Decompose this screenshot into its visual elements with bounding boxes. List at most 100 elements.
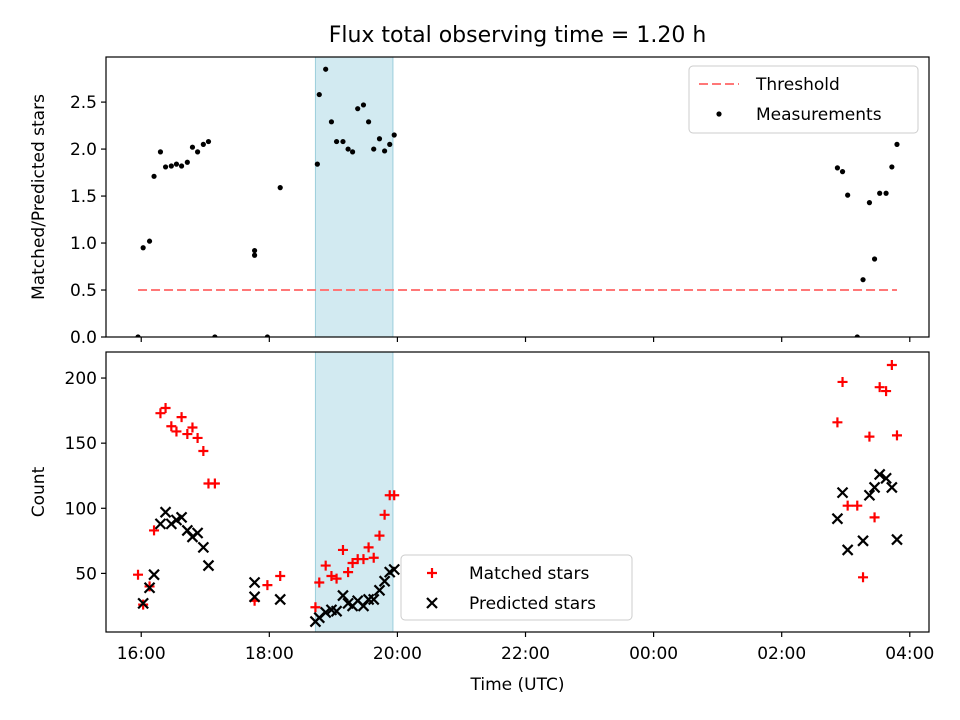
plot-area xyxy=(133,352,903,632)
matched-stars-point xyxy=(209,478,220,489)
y-tick-label: 1.0 xyxy=(70,234,97,254)
measurements-point xyxy=(839,169,846,175)
measurements-point xyxy=(860,277,866,283)
legend-matched-label: Matched stars xyxy=(469,564,589,584)
y-tick-label: 150 xyxy=(65,434,97,454)
x-tick-label: 16:00 xyxy=(117,644,166,664)
measurements-point xyxy=(889,164,895,170)
matched-stars-point xyxy=(891,430,902,441)
matched-stars-point xyxy=(368,552,379,563)
bottom-panel: 50 100 150 200 16:00 18:00 20:00 22:00 00:00 02:0… xyxy=(29,351,934,695)
matched-stars-point xyxy=(858,572,869,583)
x-tick-label: 20:00 xyxy=(373,644,422,664)
predicted-stars-point xyxy=(175,511,188,524)
predicted-stars-point xyxy=(836,486,849,499)
predicted-stars-point xyxy=(274,593,286,606)
measurements-point xyxy=(264,334,270,337)
chart-title: Flux total observing time = 1.20 h xyxy=(329,23,707,48)
measurements-point xyxy=(189,144,196,150)
measurements-point xyxy=(323,66,329,72)
matched-stars-point xyxy=(379,509,390,520)
predicted-stars-point xyxy=(367,593,380,606)
predicted-stars-point xyxy=(373,584,386,597)
measurements-point xyxy=(845,192,851,198)
axes-frame xyxy=(105,351,930,633)
matched-stars-point xyxy=(182,429,193,440)
predicted-stars-point xyxy=(857,535,869,547)
y-tick-label: 1.5 xyxy=(70,187,97,207)
predicted-stars-point xyxy=(330,605,343,617)
matched-stars-point xyxy=(155,408,166,419)
measurements-point xyxy=(360,102,367,108)
matched-stars-point xyxy=(347,557,358,568)
measurements-point xyxy=(151,173,157,179)
legend-top: Threshold Measurements xyxy=(688,65,919,134)
matched-stars-point xyxy=(176,412,187,423)
predicted-stars-point xyxy=(831,512,844,525)
predicted-stars-point xyxy=(197,541,210,554)
matched-stars-point xyxy=(363,542,374,553)
matched-stars-point xyxy=(166,421,177,432)
measurements-point xyxy=(135,334,141,337)
legend-bottom: Matched stars Predicted stars xyxy=(400,554,633,621)
predicted-stars-point xyxy=(248,591,261,603)
y-tick-label: 0.5 xyxy=(70,281,97,301)
matched-stars-point xyxy=(337,544,348,555)
matched-stars-point xyxy=(314,577,325,588)
legend-measurements-label: Measurements xyxy=(756,105,882,125)
matched-stars-point xyxy=(852,500,863,511)
y-tick-label: 100 xyxy=(65,499,97,519)
matched-stars-point xyxy=(198,445,209,456)
y-tick-label: 50 xyxy=(75,564,97,584)
measurements-point xyxy=(894,141,900,147)
matched-stars-point xyxy=(842,500,853,511)
predicted-stars-point xyxy=(248,576,261,589)
measurements-point xyxy=(328,119,335,125)
measurements-point xyxy=(866,200,873,206)
measurements-point xyxy=(877,190,883,196)
measurements-point xyxy=(854,334,860,337)
measurements-point xyxy=(168,163,174,169)
matched-stars-point xyxy=(326,571,337,581)
top-panel: 0.0 0.5 1.0 1.5 2.0 2.5 Matched/Predicted star… xyxy=(29,56,930,348)
matched-stars-point xyxy=(374,530,385,541)
predicted-stars-point xyxy=(202,559,215,572)
observing-window-span xyxy=(314,57,394,337)
measurements-point xyxy=(382,148,388,154)
measurements-point xyxy=(212,334,218,337)
measurements-point xyxy=(194,149,201,155)
predicted-stars-point xyxy=(873,468,886,481)
predicted-stars-point xyxy=(337,589,349,602)
matched-stars-point xyxy=(837,376,848,387)
predicted-stars-point xyxy=(154,518,167,530)
legend-threshold-label: Threshold xyxy=(755,75,840,95)
y-axis-label: Matched/Predicted stars xyxy=(29,94,49,300)
matched-stars-point xyxy=(864,431,875,442)
matched-stars-point xyxy=(187,422,198,433)
measurements-point xyxy=(834,165,841,171)
y-tick-label: 2.5 xyxy=(70,93,97,113)
measurements-point xyxy=(376,136,383,142)
matched-stars-point xyxy=(133,569,144,580)
measurements-point xyxy=(173,161,180,167)
x-tick-label: 04:00 xyxy=(885,644,934,664)
matched-stars-point xyxy=(881,386,892,397)
predicted-stars-point xyxy=(886,481,898,494)
measurements-point xyxy=(345,146,351,152)
measurements-point xyxy=(371,146,377,152)
matched-stars-point xyxy=(869,512,880,523)
measurements-point xyxy=(251,247,258,254)
measurements-point xyxy=(365,119,372,125)
x-tick-label: 00:00 xyxy=(629,644,678,664)
measurements-point xyxy=(333,138,340,145)
measurements-point xyxy=(316,91,322,98)
predicted-stars-point xyxy=(148,568,160,581)
legend-measurements-swatch xyxy=(716,111,722,117)
predicted-stars-point xyxy=(137,597,149,610)
predicted-stars-point xyxy=(891,533,903,546)
legend-predicted-label: Predicted stars xyxy=(469,594,596,614)
x-tick-label: 02:00 xyxy=(757,644,806,664)
measurements-point xyxy=(200,141,206,147)
y-tick-label: 0.0 xyxy=(70,328,97,348)
x-tick-label: 18:00 xyxy=(245,644,294,664)
